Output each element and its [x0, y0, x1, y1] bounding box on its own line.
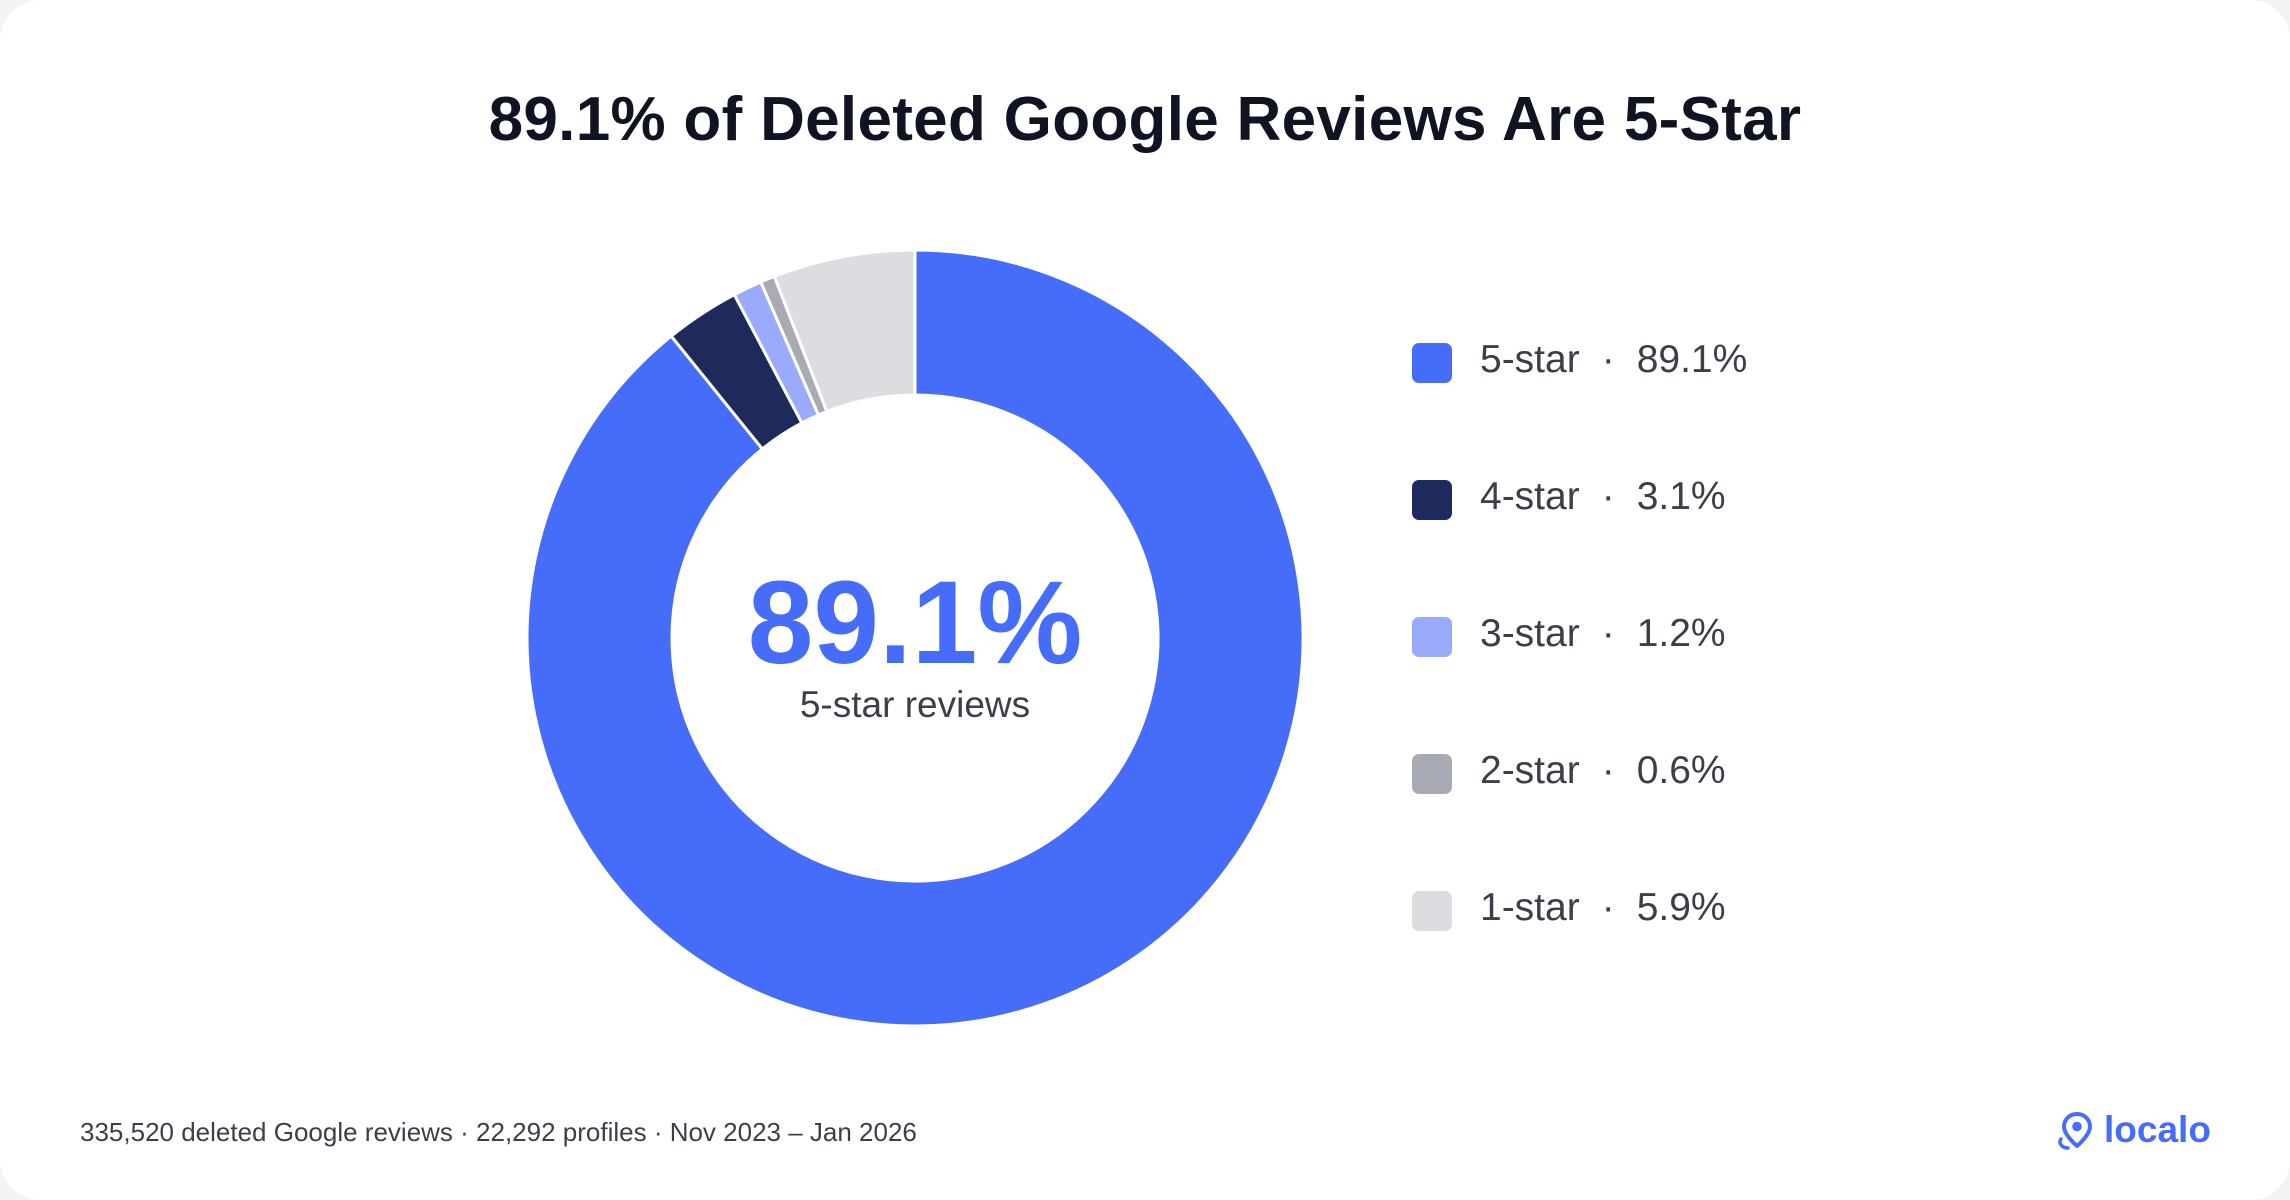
legend-item-2-star: 2-star · 0.6% — [1412, 736, 2112, 873]
legend-separator: · — [1601, 886, 1615, 929]
legend-separator: · — [1601, 749, 1615, 792]
legend-item-3-star: 3-star · 1.2% — [1412, 599, 2112, 736]
legend-label: 1-star — [1480, 886, 1580, 929]
legend-value: 0.6% — [1636, 749, 1726, 792]
donut-slice-5-star — [525, 248, 1305, 1028]
legend-swatch — [1412, 480, 1452, 520]
legend-separator: · — [1601, 475, 1615, 518]
legend-value: 89.1% — [1636, 338, 1748, 381]
legend-item-4-star: 4-star · 3.1% — [1412, 462, 2112, 599]
legend-value: 5.9% — [1636, 886, 1726, 929]
legend-item-1-star: 1-star · 5.9% — [1412, 873, 2112, 1010]
brand-name: localo — [2104, 1109, 2211, 1150]
center-label: 5-star reviews — [799, 684, 1031, 725]
legend-swatch — [1412, 754, 1452, 794]
brand-logo: localo — [2056, 1106, 2211, 1154]
legend-label: 3-star — [1480, 612, 1580, 655]
legend-label: 5-star — [1480, 338, 1580, 381]
chart-legend: 5-star · 89.1% 4-star · 3.1% 3-star · 1.2% 2-star… — [1412, 325, 2112, 1010]
footnote: 335,520 deleted Google reviews · 22,292 … — [80, 1117, 917, 1147]
legend-label: 2-star — [1480, 749, 1580, 792]
legend-swatch — [1412, 343, 1452, 383]
legend-label: 4-star — [1480, 475, 1580, 518]
legend-swatch — [1412, 891, 1452, 931]
legend-value: 1.2% — [1636, 612, 1726, 655]
legend-separator: · — [1601, 338, 1615, 381]
center-value: 89.1% — [747, 557, 1083, 689]
chart-title: 89.1% of Deleted Google Reviews Are 5-St… — [488, 85, 1802, 154]
legend-separator: · — [1601, 612, 1615, 655]
donut-slice-1-star — [772, 248, 917, 414]
legend-value: 3.1% — [1636, 475, 1726, 518]
legend-swatch — [1412, 617, 1452, 657]
legend-item-5-star: 5-star · 89.1% — [1412, 325, 2112, 462]
location-pin-icon — [2058, 1112, 2092, 1150]
